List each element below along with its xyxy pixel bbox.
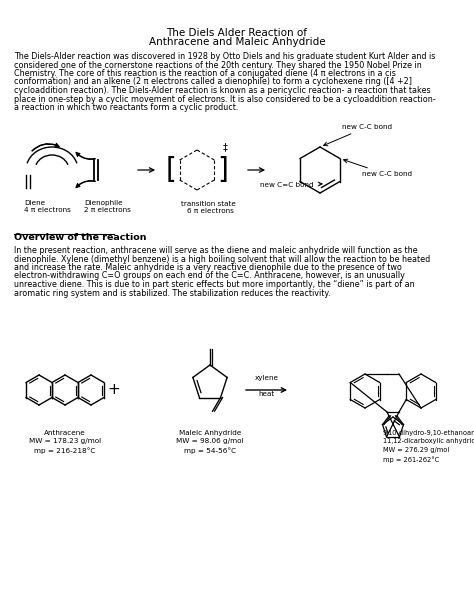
Text: heat: heat <box>258 391 274 397</box>
Text: [: [ <box>165 156 176 184</box>
Text: xylene: xylene <box>255 375 279 381</box>
Text: dienophile. Xylene (dimethyl benzene) is a high boiling solvent that will allow : dienophile. Xylene (dimethyl benzene) is… <box>14 254 430 264</box>
Text: 6 π electrons: 6 π electrons <box>187 208 234 214</box>
Text: 9,10-dihydro-9,10-ethanoanthracene-
11,12-dicarboxylic anhydride
MW = 276.29 g/m: 9,10-dihydro-9,10-ethanoanthracene- 11,1… <box>383 430 474 463</box>
Text: new C-C bond: new C-C bond <box>344 159 412 178</box>
Text: Dienophile: Dienophile <box>84 200 123 206</box>
Text: Maleic Anhydride
MW = 98.06 g/mol
mp = 54-56°C: Maleic Anhydride MW = 98.06 g/mol mp = 5… <box>176 430 244 454</box>
Text: ]: ] <box>218 156 228 184</box>
Text: unreactive diene. This is due to in part steric effects but more importantly, th: unreactive diene. This is due to in part… <box>14 280 415 289</box>
Text: cycloaddition reaction). The Diels-Alder reaction is known as a pericyclic react: cycloaddition reaction). The Diels-Alder… <box>14 86 430 95</box>
Text: The Diels Alder Reaction of: The Diels Alder Reaction of <box>166 28 308 38</box>
Text: Chemistry. The core of this reaction is the reaction of a conjugated diene (4 π : Chemistry. The core of this reaction is … <box>14 69 396 78</box>
Text: aromatic ring system and is stabilized. The stabilization reduces the reactivity: aromatic ring system and is stabilized. … <box>14 289 330 297</box>
Text: and increase the rate. Maleic anhydride is a very reactive dienophile due to the: and increase the rate. Maleic anhydride … <box>14 263 402 272</box>
Text: ‡: ‡ <box>223 142 228 152</box>
Text: 4 π electrons: 4 π electrons <box>24 207 71 213</box>
Text: electron-withdrawing C=O groups on each end of the C=C. Anthracene, however, is : electron-withdrawing C=O groups on each … <box>14 272 405 281</box>
Text: place in one-step by a cyclic movement of electrons. It is also considered to be: place in one-step by a cyclic movement o… <box>14 94 436 104</box>
Text: Anthracene and Maleic Anhydride: Anthracene and Maleic Anhydride <box>149 37 325 47</box>
Text: Diene: Diene <box>24 200 45 206</box>
Text: new C-C bond: new C-C bond <box>324 124 392 146</box>
Text: new C=C bond: new C=C bond <box>260 182 322 188</box>
Text: +: + <box>108 383 120 397</box>
Text: considered one of the cornerstone reactions of the 20th century. They shared the: considered one of the cornerstone reacti… <box>14 61 422 69</box>
Text: Anthracene
MW = 178.23 g/mol
mp = 216-218°C: Anthracene MW = 178.23 g/mol mp = 216-21… <box>29 430 101 454</box>
Text: In the present reaction, anthracene will serve as the diene and maleic anhydride: In the present reaction, anthracene will… <box>14 246 418 255</box>
Text: a reaction in which two reactants form a cyclic product.: a reaction in which two reactants form a… <box>14 103 238 112</box>
Text: conformation) and an alkene (2 π electrons called a dienophile) to form a cycloh: conformation) and an alkene (2 π electro… <box>14 77 412 86</box>
Text: transition state: transition state <box>181 201 236 207</box>
Text: 2 π electrons: 2 π electrons <box>84 207 131 213</box>
FancyArrowPatch shape <box>76 152 95 159</box>
FancyArrowPatch shape <box>76 180 95 188</box>
FancyArrowPatch shape <box>32 143 60 151</box>
Text: Overview of the reaction: Overview of the reaction <box>14 233 146 242</box>
Text: The Diels-Alder reaction was discovered in 1928 by Otto Diels and his graduate s: The Diels-Alder reaction was discovered … <box>14 52 436 61</box>
